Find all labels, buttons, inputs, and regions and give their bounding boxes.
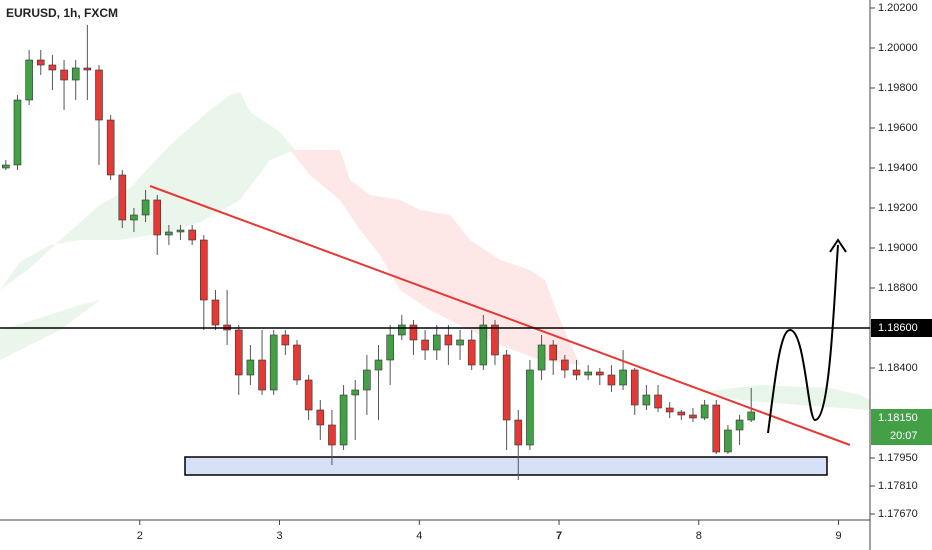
candle-body	[363, 369, 371, 391]
candle-body	[386, 334, 394, 361]
candle-body	[351, 389, 360, 396]
candle-body	[328, 424, 336, 446]
candle-body	[630, 369, 639, 406]
candle-body	[304, 379, 313, 411]
level-label: 1.18600	[878, 322, 918, 334]
candle-body	[665, 407, 674, 413]
x-tick-label: 3	[276, 530, 282, 542]
candle-body	[60, 69, 68, 81]
candle-body	[572, 369, 581, 376]
candle-body	[200, 239, 208, 301]
candle-body	[2, 164, 10, 169]
candle-body	[106, 119, 115, 176]
candle-body	[293, 344, 301, 381]
candle-body	[654, 394, 662, 409]
cloud-red	[290, 150, 580, 365]
x-tick-label: 7	[556, 530, 562, 542]
candle-body	[607, 374, 616, 386]
cloud-green	[0, 92, 295, 290]
y-tick-label: 1.17670	[878, 508, 918, 520]
candle-body	[479, 324, 488, 366]
candle-body	[596, 371, 604, 376]
candle-body	[25, 59, 33, 101]
candle-body	[188, 229, 196, 241]
x-tick-label: 4	[416, 530, 422, 542]
price-label: 1.18150	[878, 412, 918, 424]
x-tick-label: 2	[137, 530, 143, 542]
candle-body	[432, 334, 441, 351]
y-tick-label: 1.17810	[878, 480, 918, 492]
y-tick-label: 1.19200	[878, 202, 918, 214]
y-tick-label: 1.18800	[878, 282, 918, 294]
candle-body	[153, 199, 162, 236]
candle-body	[246, 359, 255, 376]
x-tick-label: 8	[696, 530, 702, 542]
candle-body	[176, 229, 185, 233]
candle-body	[398, 324, 406, 336]
price-label-box	[871, 409, 932, 445]
candle-body	[642, 394, 651, 406]
y-tick-label: 1.18400	[878, 362, 918, 374]
candle-body	[619, 369, 627, 386]
candle-body	[735, 419, 744, 431]
candle-body	[689, 414, 697, 419]
cloud-green-right	[700, 385, 870, 410]
candle-body	[165, 231, 173, 236]
candle-body	[561, 359, 569, 371]
candle-body	[724, 429, 732, 453]
candle-body	[584, 371, 592, 376]
price-time: 20:07	[890, 430, 918, 442]
candle-body	[491, 324, 499, 356]
candle-body	[269, 334, 278, 391]
arrow-head	[829, 238, 847, 253]
candle-body	[374, 359, 383, 371]
candle-body	[48, 64, 57, 71]
y-tick-label: 1.20000	[878, 42, 918, 54]
candle-body	[526, 369, 534, 446]
candle-body	[700, 404, 709, 419]
candle-body	[467, 339, 476, 366]
candle-body	[444, 334, 453, 346]
candle-body	[234, 329, 243, 376]
candle-body	[211, 299, 220, 326]
candle-body	[258, 359, 266, 391]
candle-body	[502, 354, 511, 421]
x-tick-label: 9	[835, 530, 841, 542]
support-zone	[184, 456, 828, 476]
candle-body	[13, 99, 22, 166]
y-tick-label: 1.19600	[878, 122, 918, 134]
y-tick-label: 1.19800	[878, 82, 918, 94]
trend-line	[149, 185, 851, 446]
candle-body	[95, 69, 103, 121]
candle-body	[281, 334, 290, 346]
candle-body	[549, 344, 558, 361]
cloud-green-lower	[0, 300, 100, 360]
candle-body	[118, 174, 127, 221]
candle-body	[83, 67, 92, 71]
candle-body	[421, 339, 429, 351]
level-label-box	[871, 319, 932, 337]
candle-body	[514, 419, 523, 446]
candle-body	[316, 409, 325, 426]
y-tick-label: 1.19400	[878, 162, 918, 174]
candle-body	[677, 411, 686, 416]
y-tick-label: 1.20200	[878, 2, 918, 14]
candle-body	[141, 199, 150, 216]
candle-body	[409, 324, 418, 341]
candle-body	[36, 59, 45, 66]
candle-body	[537, 344, 546, 371]
y-tick-label: 1.19000	[878, 242, 918, 254]
candle-body	[747, 411, 755, 421]
candle-body	[339, 394, 348, 446]
chart-title: EURUSD, 1h, FXCM	[6, 6, 118, 20]
candle-body	[456, 339, 464, 346]
y-tick-label: 1.17950	[878, 452, 918, 464]
projection-arrow	[767, 244, 839, 434]
candle-body	[712, 404, 721, 453]
candle-body	[130, 214, 138, 221]
candle-body	[71, 67, 80, 81]
